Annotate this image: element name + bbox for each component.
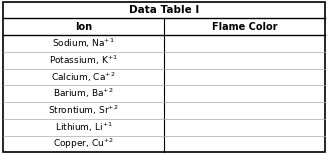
Text: Potassium, K$^{\mathregular{+1}}$: Potassium, K$^{\mathregular{+1}}$ [49, 54, 118, 67]
Text: Sodium, Na$^{\mathregular{+1}}$: Sodium, Na$^{\mathregular{+1}}$ [52, 37, 115, 50]
Text: Calcium, Ca$^{\mathregular{+2}}$: Calcium, Ca$^{\mathregular{+2}}$ [51, 70, 116, 84]
Text: Flame Color: Flame Color [212, 22, 277, 32]
Text: Lithium, Li$^{\mathregular{+1}}$: Lithium, Li$^{\mathregular{+1}}$ [55, 121, 113, 134]
Text: Barium, Ba$^{\mathregular{+2}}$: Barium, Ba$^{\mathregular{+2}}$ [53, 87, 114, 100]
Text: Data Table I: Data Table I [129, 5, 199, 15]
Text: Ion: Ion [75, 22, 92, 32]
Text: Copper, Cu$^{\mathregular{+2}}$: Copper, Cu$^{\mathregular{+2}}$ [53, 137, 114, 151]
Text: Strontium, Sr$^{\mathregular{+2}}$: Strontium, Sr$^{\mathregular{+2}}$ [48, 104, 119, 117]
